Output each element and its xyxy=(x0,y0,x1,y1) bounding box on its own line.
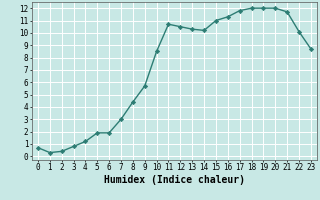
X-axis label: Humidex (Indice chaleur): Humidex (Indice chaleur) xyxy=(104,175,245,185)
